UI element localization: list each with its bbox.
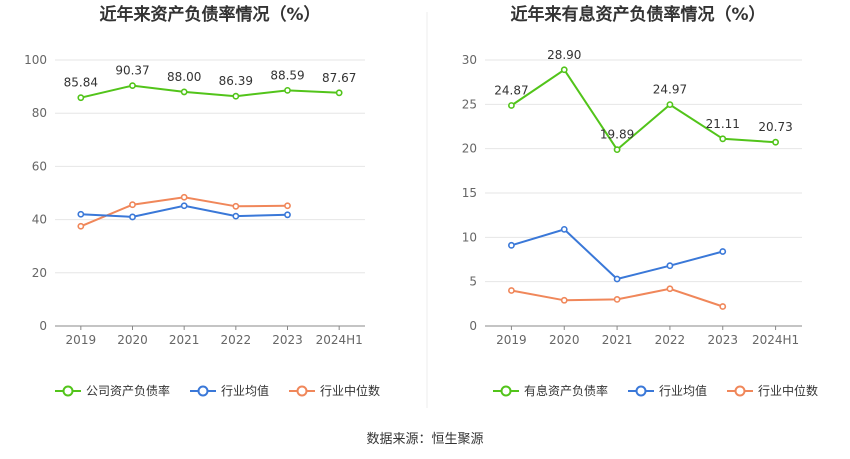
data-point bbox=[180, 202, 188, 210]
data-point bbox=[180, 193, 188, 201]
y-tick-label: 100 bbox=[24, 53, 47, 67]
legend-marker-icon bbox=[197, 385, 209, 397]
y-tick-label: 0 bbox=[39, 319, 47, 333]
data-point bbox=[560, 296, 568, 304]
legend-item[interactable]: 行业均值 bbox=[190, 383, 269, 398]
data-label: 88.59 bbox=[270, 68, 304, 82]
legend-label: 行业中位数 bbox=[320, 383, 380, 398]
x-tick-label: 2019 bbox=[66, 333, 97, 347]
legend-marker-icon bbox=[635, 385, 647, 397]
x-tick-label: 2023 bbox=[272, 333, 303, 347]
data-point bbox=[666, 285, 674, 293]
debt-ratio-title: 近年来资产负债率情况（%） bbox=[99, 4, 320, 25]
data-point bbox=[719, 248, 727, 255]
y-tick-label: 60 bbox=[32, 159, 47, 173]
x-tick-label: 2024H1 bbox=[316, 333, 363, 347]
data-point bbox=[284, 202, 291, 210]
data-point bbox=[613, 146, 621, 154]
y-tick-label: 25 bbox=[462, 97, 477, 111]
y-tick-label: 80 bbox=[32, 106, 47, 120]
data-point bbox=[560, 225, 568, 233]
y-tick-label: 5 bbox=[469, 275, 477, 289]
interest-debt-ratio-title: 近年来有息资产负债率情况（%） bbox=[510, 4, 765, 25]
data-label: 19.89 bbox=[600, 128, 634, 142]
data-point bbox=[613, 275, 621, 283]
data-point bbox=[129, 201, 136, 209]
data-point bbox=[77, 222, 85, 230]
data-point bbox=[232, 92, 240, 100]
legend-label: 行业均值 bbox=[659, 383, 707, 398]
data-point bbox=[284, 86, 291, 94]
data-label: 87.67 bbox=[322, 71, 356, 85]
legend-item[interactable]: 行业均值 bbox=[628, 383, 707, 398]
y-tick-label: 10 bbox=[462, 230, 477, 244]
y-tick-label: 40 bbox=[32, 213, 47, 227]
data-point bbox=[284, 211, 291, 219]
legend-label: 有息资产负债率 bbox=[524, 383, 608, 398]
legend-marker-icon bbox=[734, 385, 746, 397]
legend-label: 公司资产负债率 bbox=[86, 383, 170, 398]
series-line bbox=[510, 68, 776, 152]
data-label: 85.84 bbox=[64, 76, 98, 90]
chart-interest-bearing-debt-ratio: 近年来有息资产负债率情况（%） 0 5 10 15 20 25 30 2019 2020 2021 2… bbox=[462, 4, 818, 398]
legend-marker-icon bbox=[62, 385, 74, 397]
x-tick-label: 2020 bbox=[117, 333, 148, 347]
data-point bbox=[508, 102, 515, 109]
data-label: 20.73 bbox=[758, 120, 792, 134]
data-point bbox=[129, 213, 136, 221]
legend-marker-icon bbox=[296, 385, 308, 397]
y-tick-label: 30 bbox=[462, 53, 477, 67]
data-point bbox=[719, 135, 727, 143]
data-point bbox=[666, 101, 674, 108]
series-line bbox=[80, 196, 288, 228]
data-point bbox=[77, 94, 85, 102]
data-point bbox=[508, 241, 515, 249]
data-label: 28.90 bbox=[547, 48, 581, 62]
legend-marker-icon bbox=[500, 385, 512, 397]
legend-item[interactable]: 行业中位数 bbox=[727, 383, 818, 398]
y-tick-label: 20 bbox=[32, 266, 47, 280]
data-label: 24.87 bbox=[494, 83, 528, 97]
legend-item[interactable]: 行业中位数 bbox=[289, 383, 380, 398]
legend-item[interactable]: 公司资产负债率 bbox=[55, 383, 170, 398]
data-label: 21.11 bbox=[706, 117, 740, 131]
data-label: 24.97 bbox=[653, 83, 687, 97]
x-tick-label: 2022 bbox=[221, 333, 252, 347]
legend-label: 行业均值 bbox=[221, 383, 269, 398]
series-line bbox=[80, 84, 340, 99]
data-point bbox=[232, 202, 240, 210]
y-tick-label: 20 bbox=[462, 142, 477, 156]
data-point bbox=[560, 66, 568, 74]
data-label: 90.37 bbox=[115, 64, 149, 78]
x-tick-label: 2020 bbox=[549, 333, 580, 347]
x-tick-label: 2024H1 bbox=[752, 333, 799, 347]
data-point bbox=[666, 262, 674, 270]
x-tick-label: 2021 bbox=[602, 333, 633, 347]
source-note: 数据来源：恒生聚源 bbox=[366, 432, 483, 447]
x-tick-label: 2021 bbox=[169, 333, 200, 347]
chart-debt-ratio: 近年来资产负债率情况（%） 0 20 40 60 80 100 2019 2020 2021 202… bbox=[24, 4, 380, 398]
data-point bbox=[77, 210, 85, 218]
data-point bbox=[508, 287, 515, 294]
x-tick-label: 2023 bbox=[707, 333, 738, 347]
x-tick-label: 2019 bbox=[496, 333, 527, 347]
legend-item[interactable]: 有息资产负债率 bbox=[493, 383, 608, 398]
y-tick-label: 0 bbox=[469, 319, 477, 333]
legend-label: 行业中位数 bbox=[758, 383, 818, 398]
data-point bbox=[180, 88, 188, 96]
x-tick-label: 2022 bbox=[655, 333, 686, 347]
data-point bbox=[613, 295, 621, 303]
data-point bbox=[129, 82, 136, 90]
data-label: 86.39 bbox=[219, 74, 253, 88]
data-label: 88.00 bbox=[167, 70, 201, 84]
y-tick-label: 15 bbox=[462, 186, 477, 200]
data-point bbox=[719, 303, 727, 310]
data-point bbox=[232, 212, 240, 220]
data-point bbox=[335, 89, 343, 97]
data-point bbox=[772, 138, 779, 146]
